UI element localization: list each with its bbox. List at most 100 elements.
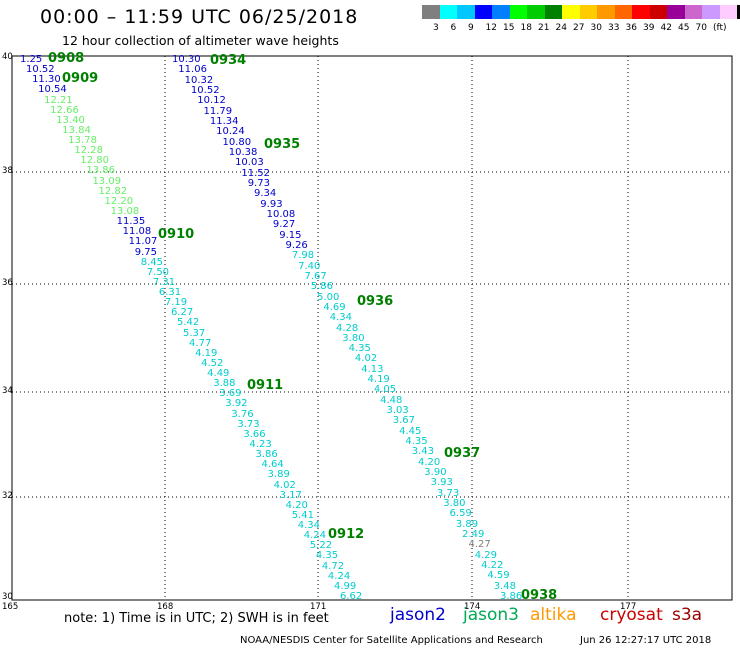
wave-height-label: 6.62: [340, 591, 363, 602]
pass-time-0908: 0908: [48, 51, 85, 66]
color-swatch: [422, 5, 440, 19]
wave-height-label: 3.67: [392, 415, 416, 427]
wave-height-label: 5.22: [309, 540, 333, 552]
legend-jason2: jason2: [390, 605, 446, 625]
wave-height-label: 12.28: [74, 145, 103, 157]
wave-height-label: 6.27: [170, 307, 194, 319]
wave-height-label: 10.03: [235, 157, 264, 169]
wave-height-label: 12.20: [104, 195, 134, 207]
wave-height-label: 9.26: [285, 239, 308, 251]
pass-time-0938: 0938: [521, 588, 558, 603]
wave-height-label: 9.73: [247, 177, 270, 189]
lon-tick-177: 177: [620, 602, 637, 612]
wave-height-label: 7.50: [146, 266, 170, 278]
wave-height-label: 13.40: [56, 114, 85, 126]
color-swatch: [527, 5, 545, 19]
color-scale-label: 30: [590, 23, 602, 33]
map-frame: [11, 55, 733, 601]
color-scale-label: 27: [573, 23, 585, 33]
wave-height-label: 9.93: [260, 198, 283, 210]
color-scale-label: 21: [538, 23, 550, 33]
wave-height-label: 3.90: [424, 467, 447, 479]
wave-height-label: 12.80: [80, 155, 110, 167]
wave-height-label: 5.42: [176, 317, 200, 329]
wave-height-label: 7.31: [152, 276, 176, 288]
wave-height-label: 3.93: [430, 477, 453, 489]
lon-tick-165: 165: [2, 602, 19, 612]
wave-height-label: 13.09: [92, 175, 122, 187]
lat-tick-32: 32: [2, 491, 13, 501]
wave-height-label: 13.84: [62, 124, 91, 136]
wave-height-label: 11.08: [122, 226, 152, 238]
wave-height-label: 12.66: [50, 104, 79, 116]
wave-height-label: 7.40: [298, 260, 321, 272]
color-scale-label: 6: [450, 23, 457, 33]
wave-height-label: 11.07: [128, 236, 158, 248]
wave-height-label: 4.13: [361, 363, 384, 375]
wave-height-label: 10.32: [184, 74, 214, 86]
wave-height-label: 4.22: [481, 560, 504, 572]
wave-height-label: 3.03: [386, 405, 409, 417]
wave-height-label: 4.34: [297, 520, 320, 532]
lon-tick-171: 171: [310, 602, 327, 612]
wave-height-label: 11.35: [116, 216, 146, 228]
wave-height-label: 11.34: [209, 115, 239, 127]
wave-height-label: 4.29: [474, 549, 498, 561]
color-swatch: [579, 5, 597, 19]
color-swatch: [702, 5, 720, 19]
wave-height-label: 4.02: [273, 479, 296, 491]
wave-height-label: 10.12: [197, 95, 226, 107]
pass-time-0937: 0937: [444, 446, 481, 461]
lat-tick-34: 34: [2, 386, 13, 396]
color-swatch: [562, 5, 580, 19]
legend-cryosat: cryosat: [600, 605, 663, 625]
lat-tick-38: 38: [2, 166, 13, 176]
wave-height-label: 3.48: [493, 580, 516, 592]
wave-height-label: 3.88: [213, 378, 236, 390]
wave-height-label: 4.77: [189, 337, 212, 349]
color-swatch: [667, 5, 685, 19]
wave-height-label: 9.34: [254, 188, 277, 200]
wave-height-label: 4.45: [399, 425, 422, 437]
wave-height-label: 3.73: [436, 487, 460, 499]
wave-height-label: 4.27: [468, 539, 491, 551]
wave-height-label: 4.69: [323, 301, 346, 313]
wave-height-label: 3.17: [279, 489, 302, 501]
wave-height-label: 4.20: [285, 499, 308, 511]
color-swatch: [614, 5, 632, 19]
wave-height-label: 7.19: [164, 297, 188, 309]
wave-height-label: 4.99: [333, 580, 357, 592]
wave-height-label: 3.89: [455, 518, 479, 530]
color-scale-label: 33: [608, 23, 620, 33]
legend-altika: altika: [530, 605, 577, 625]
wave-height-label: 9.15: [279, 229, 302, 241]
units-note: note: 1) Time is in UTC; 2) SWH is in fe…: [64, 611, 329, 626]
wave-height-label: 6.59: [449, 508, 472, 520]
wave-height-label: 3.80: [443, 498, 466, 510]
wave-height-label: 3.66: [243, 428, 266, 440]
wave-height-label: 3.80: [342, 332, 365, 344]
wave-height-label: 3.92: [225, 398, 248, 410]
color-scale-label: 3: [433, 23, 439, 33]
wave-height-label: 4.28: [336, 322, 359, 334]
wave-height-label: 4.59: [487, 570, 510, 582]
color-scale-label: 42: [660, 23, 672, 33]
wave-height-label: 2.49: [462, 529, 485, 541]
pass-time-0936: 0936: [357, 294, 394, 309]
wave-height-label: 3.89: [267, 469, 290, 481]
wave-height-label: 7.98: [291, 250, 315, 262]
color-swatch: [457, 5, 475, 19]
wave-height-label: 8.45: [140, 256, 164, 268]
wave-height-label: 4.35: [348, 343, 371, 355]
wave-height-label: 3.43: [411, 446, 434, 458]
pass-time-0909: 0909: [62, 71, 99, 86]
wave-height-label: 10.30: [172, 54, 201, 65]
wave-height-label: 11.52: [241, 167, 271, 179]
wave-height-label: 3.69: [219, 388, 242, 400]
grid-lines: [12, 56, 732, 600]
wave-height-label: 3.73: [237, 418, 260, 430]
wave-height-label: 12.21: [44, 94, 73, 106]
lon-tick-174: 174: [464, 602, 481, 612]
color-scale-label: 12: [485, 23, 497, 33]
